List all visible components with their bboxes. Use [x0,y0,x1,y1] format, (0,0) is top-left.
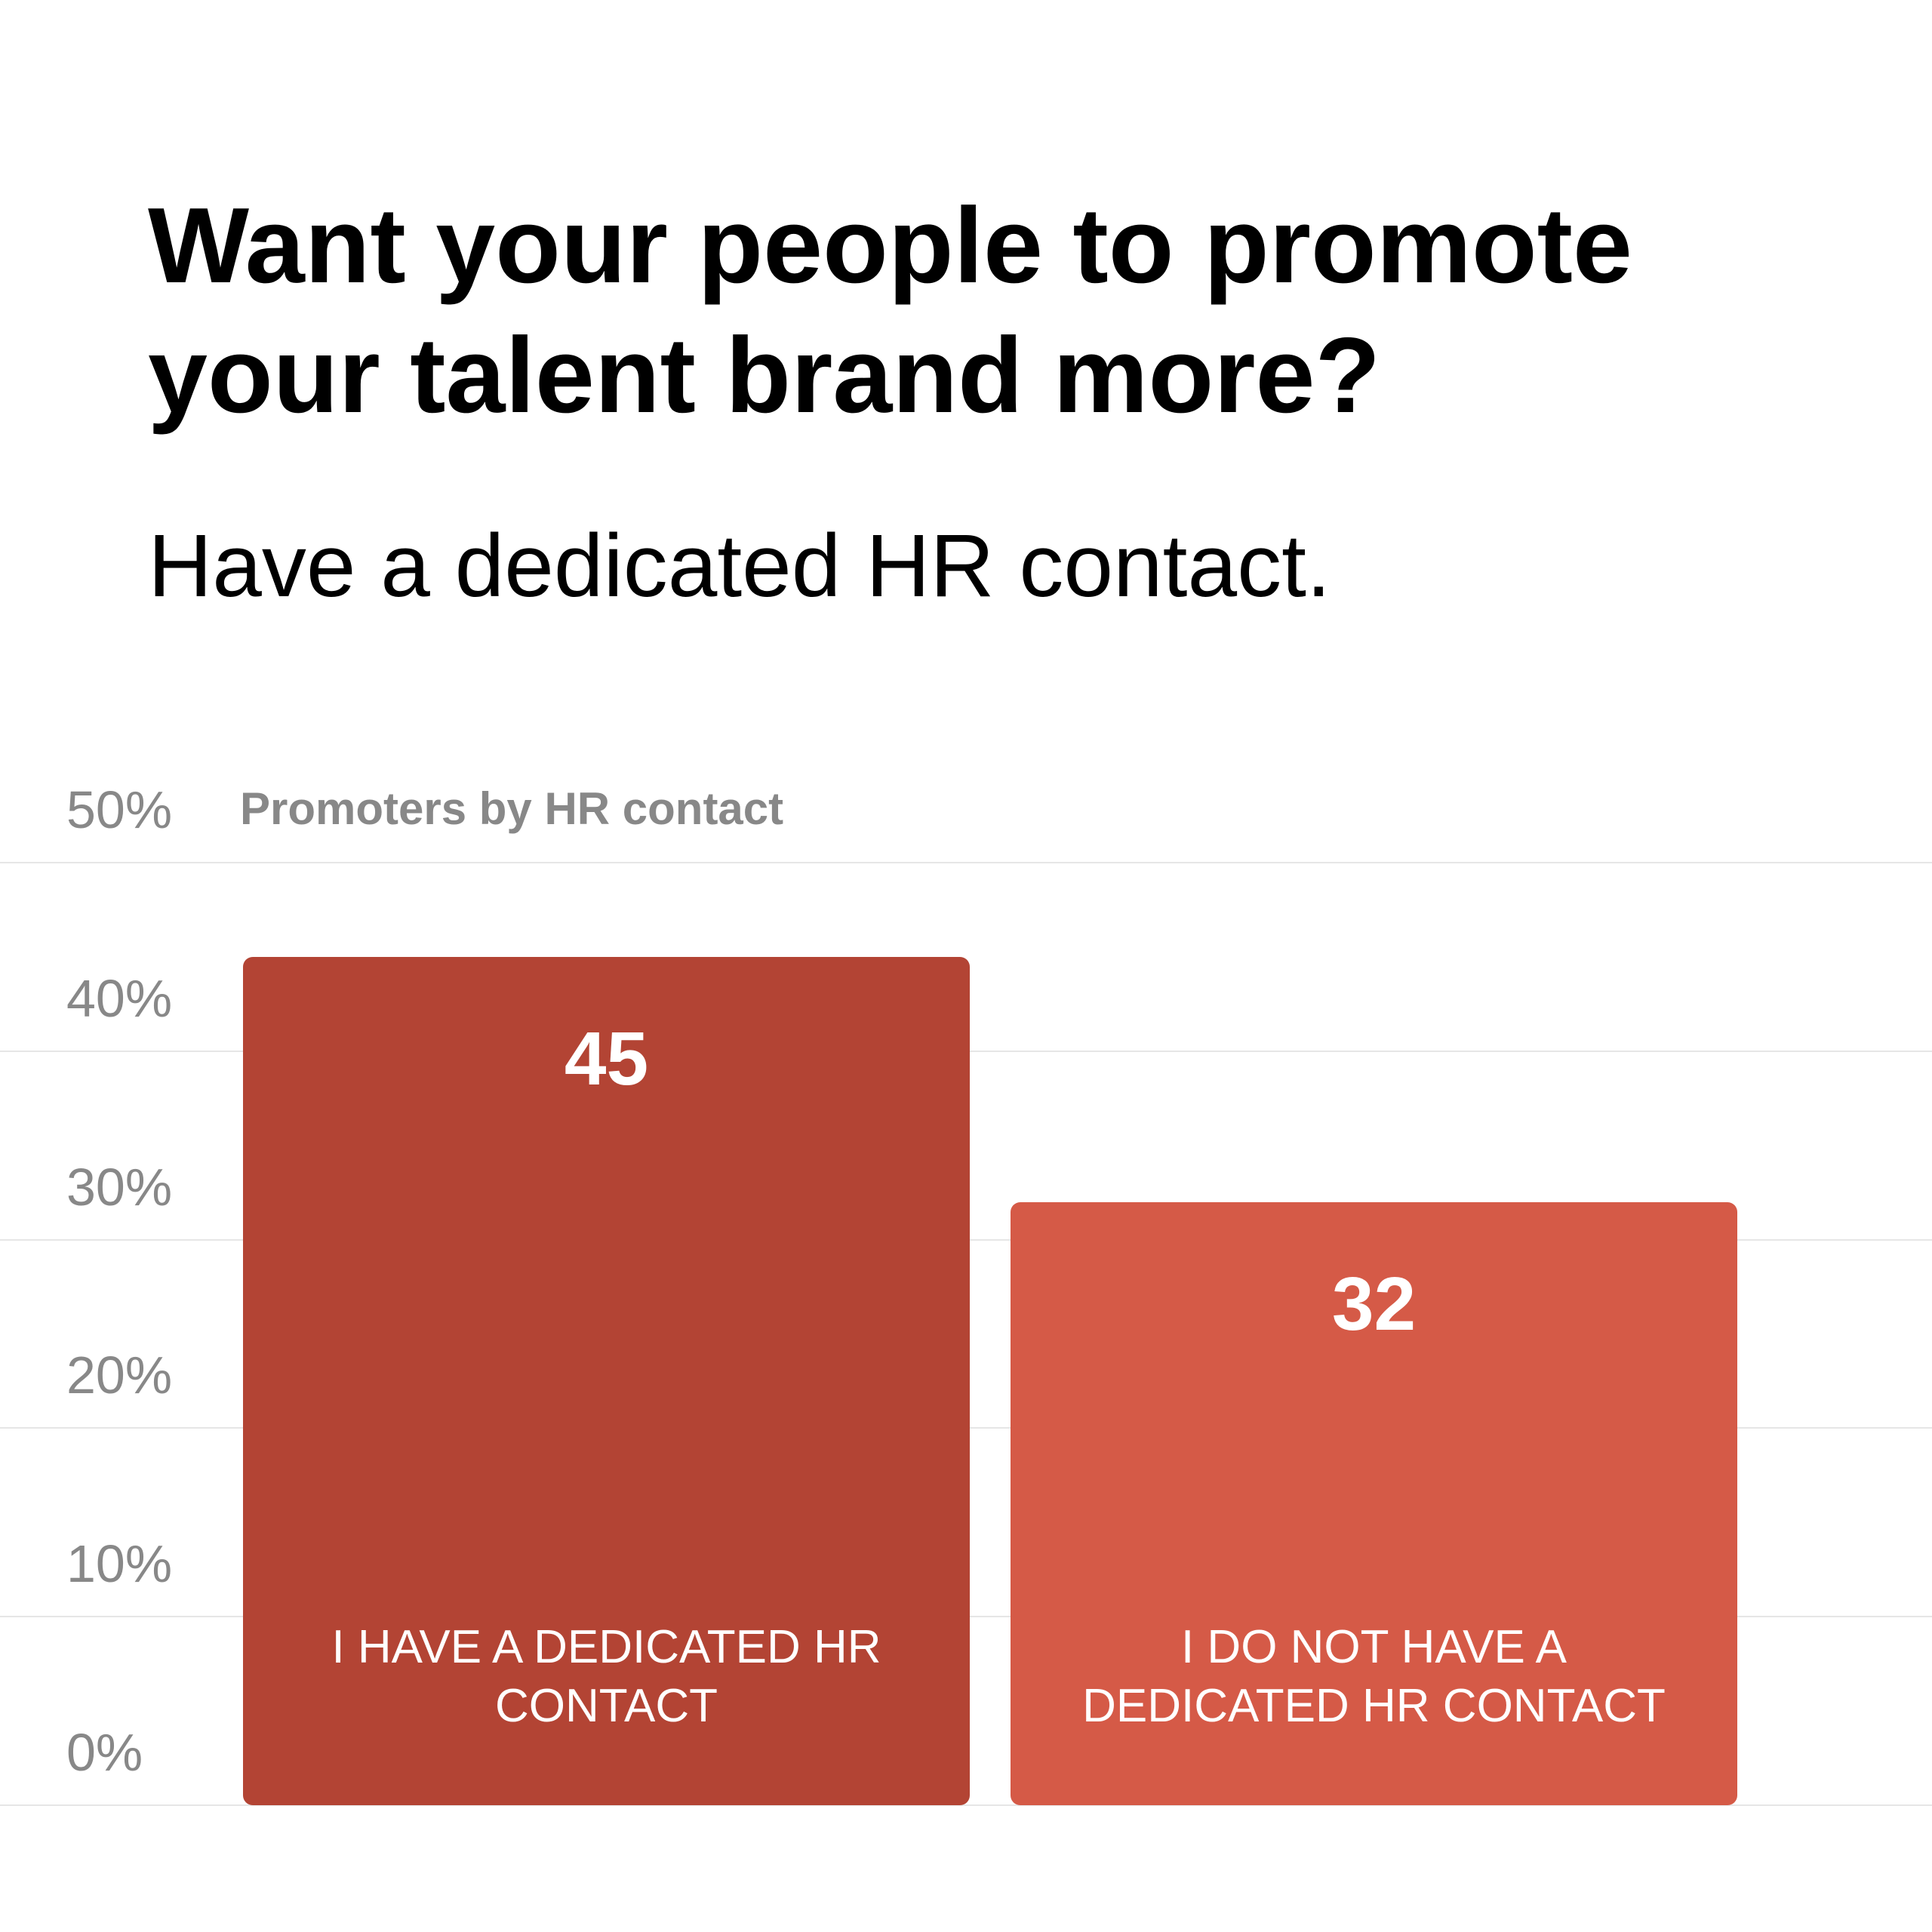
y-tick-label: 10% [66,1534,173,1594]
category-label: I DO NOT HAVE A DEDICATED HR CONTACT [1082,1620,1666,1732]
y-tick-label: 20% [66,1346,173,1405]
y-tick-label: 30% [66,1157,173,1217]
value-label: 45 [564,1016,649,1101]
y-tick-label: 0% [66,1723,143,1782]
subtitle: Have a dedicated HR contact. [148,516,1331,616]
grid-line [0,1804,1932,1806]
value-label: 32 [1331,1261,1417,1346]
chart-label: Promoters by HR contact [240,783,784,834]
bar: 32 I DO NOT HAVE A DEDICATED HR CONTACT [1011,1201,1737,1805]
y-tick-label: 40% [66,968,173,1028]
bar: 45 I HAVE A DEDICATED HR CONTACT [243,956,970,1805]
y-tick-label: 50% [66,780,173,839]
title: Want your people to promote your talent … [148,186,1632,435]
category-label: I HAVE A DEDICATED HR CONTACT [331,1620,881,1732]
grid-line [0,862,1932,863]
